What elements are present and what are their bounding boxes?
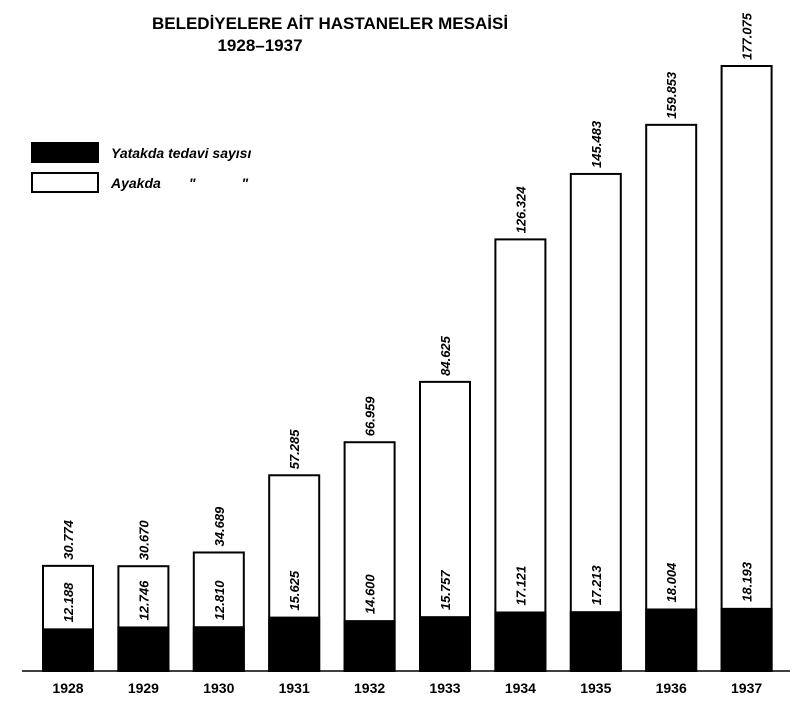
x-tick-label-1934: 1934 — [505, 680, 536, 696]
data-label-inpatient-1932: 14.600 — [363, 574, 378, 615]
data-label-outpatient-1937: 177.075 — [740, 12, 755, 60]
data-label-inpatient-1930: 12.810 — [212, 580, 227, 621]
bar-inpatient-1934 — [494, 611, 547, 672]
legend-swatch-outpatient — [31, 172, 99, 193]
data-label-outpatient-1933: 84.625 — [438, 335, 453, 376]
bar-outpatient-1935 — [569, 172, 622, 672]
chart-subtitle: 1928–1937 — [217, 36, 303, 55]
x-tick-label-1932: 1932 — [354, 680, 385, 696]
data-label-inpatient-1935: 17.213 — [589, 565, 604, 606]
data-label-outpatient-1934: 126.324 — [513, 186, 528, 234]
bar-inpatient-1929 — [117, 626, 170, 672]
data-label-inpatient-1934: 17.121 — [513, 566, 528, 606]
bar-inpatient-1937 — [720, 607, 773, 673]
data-label-outpatient-1928: 30.774 — [61, 519, 76, 560]
legend-label-outpatient: Ayakda " " — [111, 175, 248, 191]
data-label-inpatient-1931: 15.625 — [287, 570, 302, 611]
x-tick-label-1936: 1936 — [656, 680, 687, 696]
data-label-inpatient-1929: 12.746 — [136, 580, 151, 621]
legend-label-outpatient-text: Ayakda — [111, 175, 161, 191]
bar-inpatient-1930 — [192, 626, 245, 673]
x-tick-label-1928: 1928 — [52, 680, 83, 696]
bar-inpatient-1933 — [419, 616, 471, 672]
chart-title: BELEDİYELERE AİT HASTANELER MESAİSİ — [151, 14, 509, 33]
bar-outpatient-1934 — [494, 238, 547, 672]
x-tick-label-1931: 1931 — [279, 680, 310, 696]
data-label-inpatient-1937: 18.193 — [740, 561, 755, 602]
legend-ditto-mark: " — [188, 175, 196, 191]
bar-inpatient-1928 — [42, 628, 94, 672]
data-label-outpatient-1931: 57.285 — [287, 429, 302, 470]
data-label-inpatient-1936: 18.004 — [664, 562, 679, 603]
data-label-inpatient-1928: 12.188 — [61, 582, 76, 623]
data-label-inpatient-1933: 15.757 — [438, 570, 453, 611]
bar-inpatient-1932 — [343, 620, 396, 673]
x-tick-label-1937: 1937 — [731, 680, 762, 696]
legend-ditto-mark: " — [241, 175, 249, 191]
bar-inpatient-1931 — [268, 616, 321, 672]
x-tick-label-1929: 1929 — [128, 680, 159, 696]
x-tick-label-1933: 1933 — [429, 680, 460, 696]
data-label-outpatient-1936: 159.853 — [664, 71, 679, 119]
legend-label-inpatient: Yatakda tedavi sayısı — [111, 145, 252, 161]
data-label-outpatient-1935: 145.483 — [589, 120, 604, 168]
bar-inpatient-1936 — [645, 608, 698, 672]
data-label-outpatient-1929: 30.670 — [136, 520, 151, 561]
legend-swatch-inpatient — [31, 142, 99, 163]
bar-outpatient-1937 — [720, 65, 773, 672]
x-tick-label-1930: 1930 — [203, 680, 234, 696]
bar-inpatient-1935 — [569, 611, 622, 672]
x-tick-label-1935: 1935 — [580, 680, 611, 696]
data-label-outpatient-1932: 66.959 — [363, 396, 378, 437]
data-label-outpatient-1930: 34.689 — [212, 506, 227, 547]
